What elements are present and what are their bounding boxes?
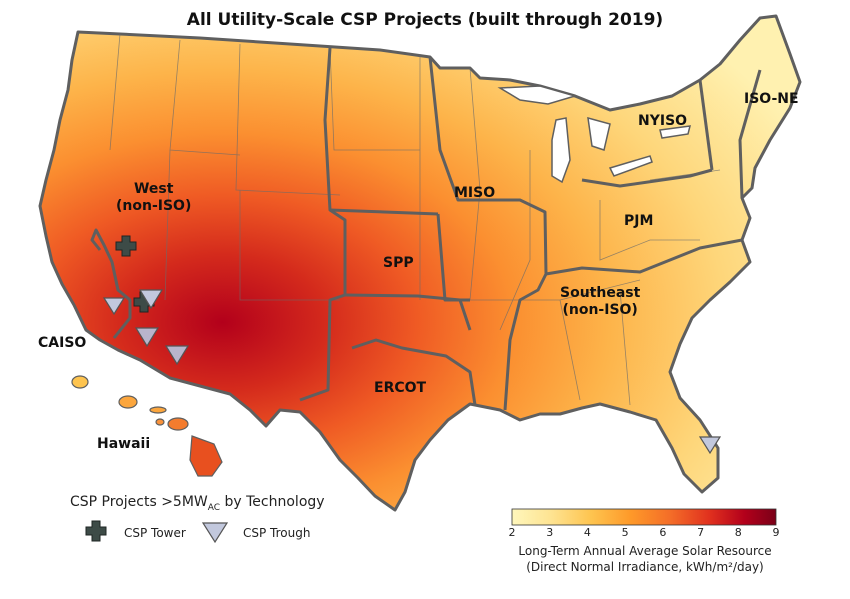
oahu (118, 395, 138, 409)
csp-trough-markers (102, 289, 722, 455)
colorbar-tick-label: 2 (508, 526, 516, 539)
csp-trough-marker (164, 345, 190, 366)
region-label-pjm: PJM (624, 213, 654, 229)
colorbar-title: Long-Term Annual Average Solar Resource … (480, 543, 810, 575)
region-label-west-line1: West (133, 181, 174, 197)
legend-title-prefix: CSP Projects >5MW (70, 494, 208, 510)
colorbar-tick-label: 4 (583, 526, 591, 539)
region-label-miso: MISO (454, 185, 496, 201)
region-label-west: West (non-ISO) (116, 181, 191, 215)
region-label-hawaii: Hawaii (97, 436, 151, 452)
state-lines (109, 33, 721, 406)
kauai (71, 375, 89, 389)
csp-trough-marker (134, 327, 160, 348)
csp-trough-marker (102, 297, 126, 316)
lake-superior (497, 85, 578, 105)
colorbar-tick-label: 6 (659, 526, 667, 539)
colorbar-title-line1: Long-Term Annual Average Solar Resource (518, 544, 772, 558)
legend-title: CSP Projects >5MWAC by Technology (70, 494, 325, 513)
region-label-west-line2: (non-ISO) (116, 198, 192, 214)
iso-boundaries (90, 47, 762, 411)
legend-title-subscript: AC (207, 502, 221, 513)
region-label-caiso: CAISO (38, 335, 87, 351)
colorbar-tick-label: 8 (734, 526, 742, 539)
csp-trough-marker (698, 436, 722, 455)
lake-michigan (551, 117, 571, 184)
legend-title-suffix: by Technology (220, 494, 325, 510)
molokai (149, 406, 167, 414)
hawaii-islands (71, 375, 223, 477)
colorbar (511, 508, 777, 526)
csp-tower-marker (115, 235, 137, 257)
region-label-southeast-line1: Southeast (560, 285, 641, 301)
lake-erie (608, 155, 653, 177)
colorbar-tick-label: 9 (772, 526, 780, 539)
legend-trough-icon (201, 522, 229, 544)
colorbar-tick-label: 5 (621, 526, 629, 539)
lanai (155, 418, 165, 426)
legend-tower-label: CSP Tower (124, 526, 186, 540)
colorbar-tick-label: 3 (546, 526, 554, 539)
colorbar-title-line2: (Direct Normal Irradiance, kWh/m²/day) (526, 560, 764, 574)
colorbar-tick-label: 7 (697, 526, 705, 539)
csp-trough-marker (138, 289, 164, 310)
legend-trough-label: CSP Trough (243, 526, 311, 540)
map-title: All Utility-Scale CSP Projects (built th… (186, 10, 664, 30)
big-island (189, 435, 223, 477)
region-label-southeast-line2: (non-ISO) (562, 302, 638, 318)
region-label-spp: SPP (383, 255, 414, 271)
region-label-ercot: ERCOT (374, 380, 427, 396)
legend-tower-icon (85, 520, 107, 542)
lake-huron (587, 116, 611, 151)
maui (167, 417, 189, 431)
region-label-southeast: Southeast (non-ISO) (560, 285, 640, 319)
region-label-isone: ISO-NE (744, 91, 799, 107)
region-label-nyiso: NYISO (638, 113, 688, 129)
lake-ontario (659, 125, 691, 139)
